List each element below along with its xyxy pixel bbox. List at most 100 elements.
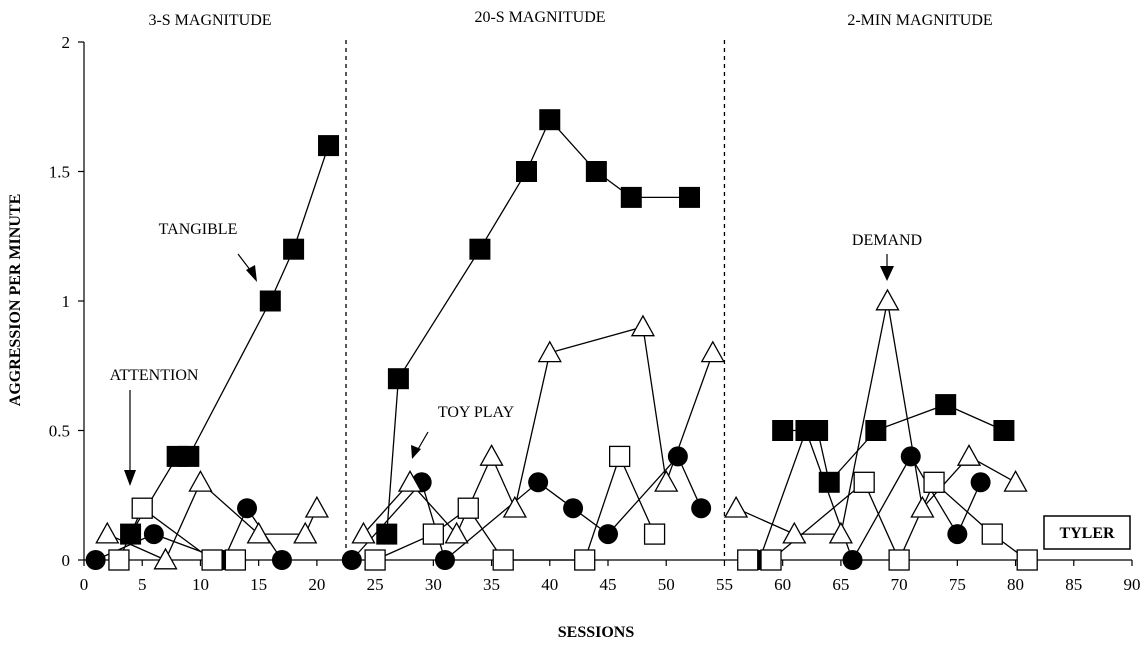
data-point-demand xyxy=(293,521,318,544)
x-tick-label: 65 xyxy=(832,575,849,594)
series-line-attention xyxy=(747,481,1028,562)
y-tick-label: 0 xyxy=(62,551,71,570)
data-point-attention xyxy=(760,549,782,571)
x-tick-label: 50 xyxy=(658,575,675,594)
annotation-toy-play: TOY PLAY xyxy=(438,404,515,421)
data-point-tangible xyxy=(620,186,642,208)
phase-label-2min: 2-MIN MAGNITUDE xyxy=(847,12,992,29)
x-tick-label: 0 xyxy=(80,575,89,594)
data-point-tangible xyxy=(679,186,701,208)
data-point-attention xyxy=(608,445,631,468)
x-tick-label: 70 xyxy=(891,575,908,594)
data-point-tangible xyxy=(120,523,142,545)
data-point-attention xyxy=(422,523,444,545)
data-point-attention xyxy=(492,549,514,571)
data-point-demand xyxy=(351,521,376,544)
data-point-demand xyxy=(502,495,527,518)
data-point-toy-play xyxy=(598,524,618,545)
data-point-attention xyxy=(923,471,945,493)
annotation-demand-arrowhead xyxy=(880,266,894,281)
data-point-demand xyxy=(723,495,749,518)
data-point-demand xyxy=(397,469,423,492)
x-tick-label: 25 xyxy=(367,575,384,594)
data-point-toy-play xyxy=(237,498,258,519)
data-point-toy-play xyxy=(900,446,921,467)
data-point-tangible xyxy=(865,420,887,441)
data-point-tangible xyxy=(515,161,537,182)
data-point-toy-play xyxy=(143,524,164,545)
x-tick-label: 55 xyxy=(716,575,733,594)
data-point-demand xyxy=(246,521,271,544)
data-point-attention xyxy=(853,471,875,493)
data-point-attention xyxy=(981,523,1003,545)
data-point-toy-play xyxy=(795,420,816,441)
series-line-demand xyxy=(362,326,714,536)
data-point-attention xyxy=(737,549,759,571)
x-axis-title: SESSIONS xyxy=(558,624,635,641)
annotation-demand: DEMAND xyxy=(852,232,922,249)
data-point-tangible xyxy=(376,523,398,545)
data-point-tangible xyxy=(585,161,607,182)
data-point-demand xyxy=(828,521,853,544)
y-tick-label: 1 xyxy=(62,292,71,311)
data-point-demand xyxy=(630,314,656,337)
data-point-demand xyxy=(875,288,900,311)
data-point-tangible xyxy=(935,394,957,416)
data-point-tangible xyxy=(772,420,794,441)
x-tick-label: 60 xyxy=(774,575,791,594)
y-tick-label: 0.5 xyxy=(49,422,70,441)
annotation-tangible: TANGIBLE xyxy=(159,221,238,238)
y-tick-label: 2 xyxy=(62,33,71,52)
data-point-demand xyxy=(479,444,504,466)
data-point-toy-play xyxy=(691,498,712,519)
data-point-tangible xyxy=(318,135,340,157)
data-point-tangible xyxy=(818,471,840,493)
participant-label-box xyxy=(1043,515,1131,550)
data-point-tangible xyxy=(387,368,409,390)
data-point-toy-play xyxy=(341,550,362,570)
data-point-tangible xyxy=(539,109,561,131)
data-point-toy-play xyxy=(947,524,968,545)
data-point-attention xyxy=(201,549,223,571)
y-tick-label: 1.5 xyxy=(49,163,70,182)
series-line-tangible xyxy=(782,403,1005,484)
data-point-tangible xyxy=(178,445,200,467)
data-point-attention xyxy=(574,549,596,571)
x-tick-label: 90 xyxy=(1124,575,1141,594)
data-point-demand xyxy=(700,340,725,363)
data-point-tangible xyxy=(469,238,491,260)
data-point-tangible xyxy=(283,238,305,260)
series-line-tangible xyxy=(130,145,330,535)
data-point-attention xyxy=(224,549,247,571)
data-point-toy-play xyxy=(528,472,549,493)
data-point-demand xyxy=(782,521,807,544)
data-point-toy-play xyxy=(563,498,584,519)
data-point-attention xyxy=(108,549,130,571)
phase-layer xyxy=(345,40,726,560)
annotation-toy-play-arrowhead xyxy=(411,445,421,459)
series-markers-layer xyxy=(85,109,1038,571)
data-point-tangible xyxy=(259,290,281,312)
data-point-demand xyxy=(654,469,679,492)
participant-label: TYLER xyxy=(1059,525,1115,542)
data-point-demand xyxy=(537,340,562,363)
data-point-demand xyxy=(188,469,213,492)
data-point-tangible xyxy=(993,420,1015,441)
data-point-toy-play xyxy=(434,550,455,570)
x-tick-label: 80 xyxy=(1007,575,1024,594)
data-point-demand xyxy=(1003,469,1028,492)
x-tick-label: 5 xyxy=(138,575,147,594)
x-tick-label: 30 xyxy=(425,575,442,594)
x-tick-label: 10 xyxy=(192,575,209,594)
data-point-demand xyxy=(956,444,982,466)
annotation-tangible-arrowhead xyxy=(246,265,257,282)
x-tick-label: 75 xyxy=(949,575,966,594)
data-point-attention xyxy=(364,549,386,571)
data-point-demand xyxy=(910,495,935,518)
x-tick-label: 15 xyxy=(250,575,267,594)
axes-layer: 0 5 10 15 20 25 30 35 40 45 50 55 60 65 70 75 80 85 90 0 0.5… xyxy=(49,33,1141,594)
y-axis-title: AGGRESSION PER MINUTE xyxy=(7,194,24,406)
x-tick-label: 85 xyxy=(1065,575,1082,594)
x-tick-label: 40 xyxy=(541,575,558,594)
